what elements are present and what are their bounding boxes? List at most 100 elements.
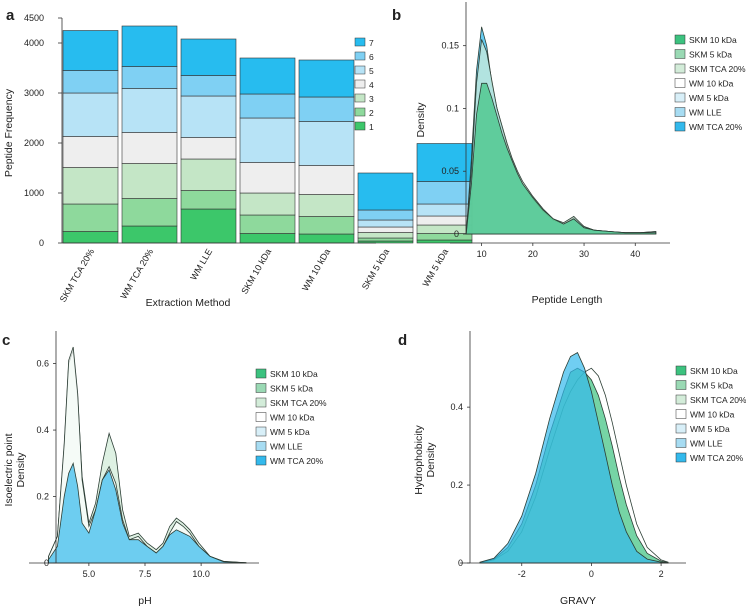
y-tick-label: 3000 [24, 88, 44, 98]
y-axis-label-line1: Hydrophobicity [413, 425, 425, 495]
legend-label: WM TCA 20% [690, 453, 744, 463]
bar-segment [416, 181, 473, 205]
panel-label-b: b [392, 7, 401, 24]
axes: 0 0.05 0.1 0.15 10 20 30 40 [441, 2, 670, 259]
bar-segment [416, 239, 473, 244]
y-axis-label-line2: Density [425, 442, 437, 478]
legend-label: WM TCA 20% [270, 456, 324, 466]
legend-swatch [674, 121, 686, 132]
bar-segment [239, 192, 296, 216]
legend-swatch [255, 441, 267, 451]
y-tick-label: 0 [458, 558, 463, 568]
x-tick-label: 10.0 [192, 569, 210, 579]
y-tick-label: 0 [454, 229, 459, 239]
y-axis-label-line1: Isoelectric point [3, 433, 15, 506]
x-tick-label: WM TCA 20% [118, 247, 155, 301]
panel-label-d: d [398, 332, 407, 349]
panel-b-length-density: 0 0.05 0.1 0.15 10 20 30 40 SKM 10 kDa SKM 5 kDa… [415, 2, 746, 306]
legend-swatch [354, 121, 366, 131]
legend-label: 3 [369, 94, 374, 104]
x-tick-label: 30 [579, 249, 589, 259]
density-curve [479, 352, 669, 564]
panel-c-pi-density: 0 0.2 0.4 0.6 5.0 7.5 10.0 SKM 10 kDa SKM 5 kDa… [3, 331, 327, 607]
bar-segment [416, 224, 473, 234]
legend-label: 4 [369, 80, 374, 90]
legend-label: SKM 5 kDa [689, 50, 732, 60]
x-axis-label: Extraction Method [146, 297, 231, 309]
bar-segment [298, 194, 355, 217]
density-curve [465, 82, 657, 235]
x-tick-label: 7.5 [139, 569, 152, 579]
panel-label-a: a [6, 7, 15, 24]
bar-segment [416, 233, 473, 241]
density-curve [48, 461, 247, 564]
x-tick-label: WM 10 kDa [300, 247, 332, 293]
legend-label: WM LLE [689, 108, 722, 118]
axes: 0 0.2 0.4 0.6 5.0 7.5 10.0 [29, 331, 259, 579]
legend-swatch [354, 93, 366, 103]
y-tick-label: 0.15 [441, 41, 459, 51]
legend-swatch [354, 51, 366, 61]
bar-segment [121, 225, 178, 244]
bar-segment [121, 66, 178, 89]
density-curves [48, 346, 247, 564]
legend-label: SKM TCA 20% [270, 398, 327, 408]
y-tick-label: 0.4 [36, 425, 49, 435]
bar-segment [180, 38, 237, 76]
bar-segment [298, 165, 355, 195]
legend-label: WM 5 kDa [689, 93, 729, 103]
y-axis-label: Density [415, 102, 427, 138]
legend-swatch [674, 63, 686, 74]
legend-swatch [675, 394, 687, 405]
x-tick-label: 20 [528, 249, 538, 259]
bar-segment [416, 203, 473, 217]
bar-segment [357, 219, 414, 228]
bar-segment [62, 167, 119, 205]
x-tick-label: SKM TCA 20% [58, 247, 97, 304]
x-axis-label: Peptide Length [532, 294, 603, 306]
legend-swatch [255, 455, 267, 466]
legend: 7 6 5 4 3 2 1 [354, 37, 374, 132]
bar-segment [239, 233, 296, 244]
legend-swatch [354, 37, 366, 47]
legend-swatch [354, 107, 366, 117]
x-tick-label: SKM 5 kDa [360, 247, 391, 291]
bar-segment [357, 172, 414, 211]
bar-segment [239, 117, 296, 163]
legend-swatch [255, 412, 267, 422]
bar-segment [416, 215, 473, 226]
x-tick-label: WM LLE [188, 247, 214, 282]
legend-label: SKM 10 kDa [690, 366, 738, 376]
legend-swatch [674, 107, 686, 117]
y-tick-label: 0 [44, 558, 49, 568]
y-tick-label: 0.4 [450, 402, 463, 412]
legend-swatch [675, 423, 687, 434]
legend-label: 1 [369, 122, 374, 132]
bar-segment [121, 132, 178, 164]
y-tick-label: 1000 [24, 188, 44, 198]
legend-label: WM 10 kDa [690, 410, 735, 420]
bar-segment [62, 30, 119, 71]
legend: SKM 10 kDa SKM 5 kDa SKM TCA 20% WM 10 kDa W… [675, 365, 746, 463]
bar-segment [62, 203, 119, 232]
legend-label: SKM TCA 20% [689, 64, 746, 74]
bar-segment [298, 96, 355, 122]
y-tick-label: 4500 [24, 13, 44, 23]
bar-segment [298, 121, 355, 166]
bar-segment [298, 216, 355, 235]
legend-label: SKM 5 kDa [270, 384, 313, 394]
bar-segment [180, 158, 237, 191]
bar-segment [62, 92, 119, 137]
stacked-bars [62, 25, 473, 244]
legend-swatch [675, 452, 687, 463]
legend-label: WM 5 kDa [270, 427, 310, 437]
legend-label: 2 [369, 108, 374, 118]
legend-label: SKM TCA 20% [690, 395, 746, 405]
y-tick-label: 0 [39, 238, 44, 248]
x-tick-label: 2 [659, 569, 664, 579]
legend-label: WM 10 kDa [689, 79, 734, 89]
x-tick-label: 10 [477, 249, 487, 259]
legend-label: 6 [369, 52, 374, 62]
y-tick-label: 0.05 [441, 166, 459, 176]
x-axis-label: GRAVY [560, 595, 596, 607]
